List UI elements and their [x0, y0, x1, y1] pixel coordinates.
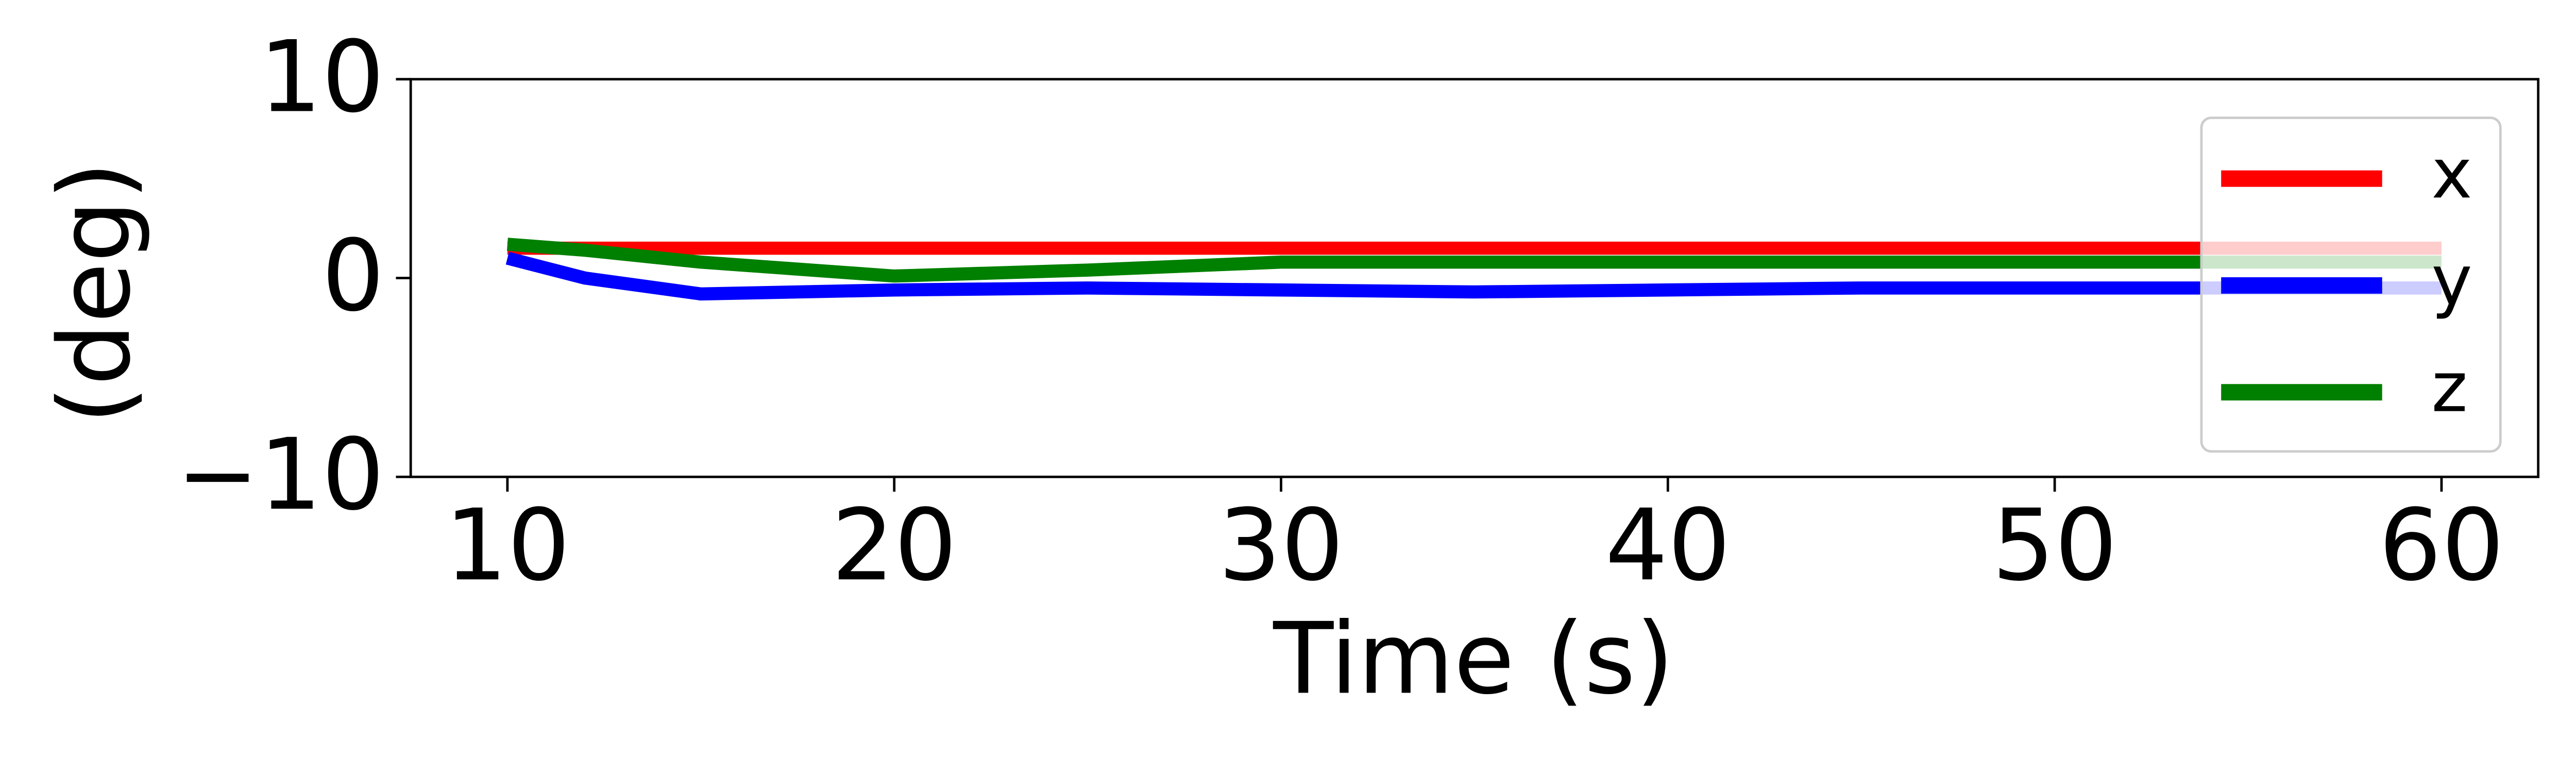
x-tick-label: 30 [1218, 488, 1344, 603]
legend-label: z [2431, 347, 2467, 428]
y-tick-label: −10 [176, 417, 384, 532]
y-tick-label: 10 [259, 20, 384, 135]
x-tick-label: 10 [445, 488, 570, 603]
y-axis-label: (deg) [38, 161, 152, 424]
data-line [506, 238, 2442, 283]
x-tick-label: 50 [1992, 488, 2117, 603]
data-line [505, 251, 2442, 301]
legend-label: y [2431, 240, 2472, 321]
x-tick-label: 60 [2379, 488, 2504, 603]
legend: xyz [2200, 116, 2502, 453]
y-tick-label: 0 [321, 219, 384, 333]
x-axis-label: Time (s) [1273, 601, 1674, 716]
legend-label: x [2431, 133, 2472, 214]
x-tick-label: 40 [1605, 488, 1731, 603]
x-tick-label: 20 [832, 488, 957, 603]
plot-frame [409, 78, 2540, 478]
